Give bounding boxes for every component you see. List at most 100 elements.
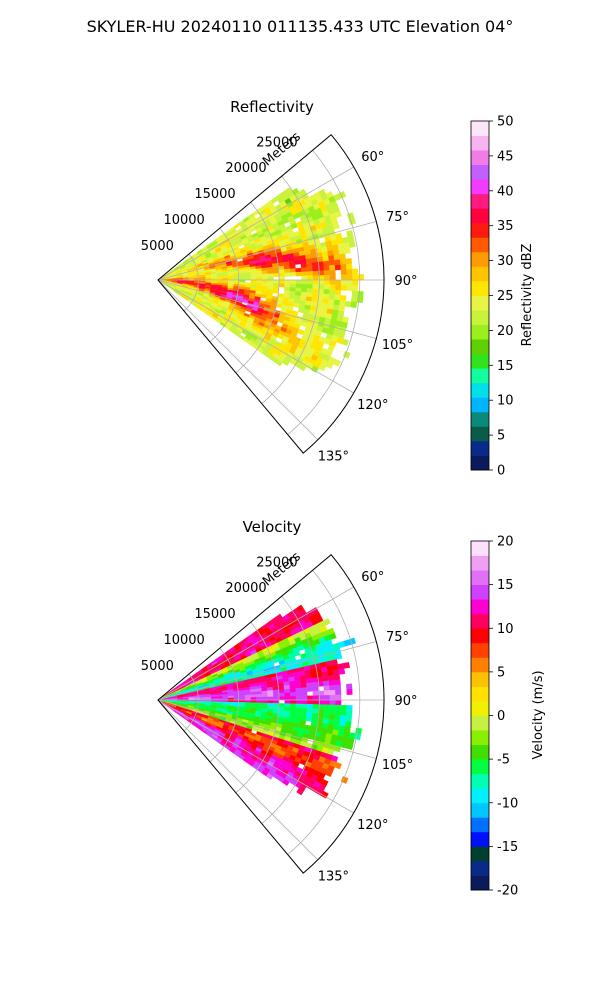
data-cell <box>333 299 341 306</box>
reflectivity-panel: Reflectivity 5000 10000 15000 20000 25000 60°… <box>141 98 418 464</box>
data-cell <box>301 283 308 289</box>
data-cell <box>323 690 331 696</box>
data-cell <box>278 283 285 288</box>
data-cell <box>328 299 335 305</box>
data-cell <box>343 662 350 669</box>
data-cell <box>312 284 319 290</box>
data-cell <box>211 696 218 699</box>
data-cell <box>290 283 297 288</box>
colorbar-swatch <box>471 686 489 702</box>
data-cell <box>278 703 285 708</box>
data-cell <box>250 702 257 706</box>
data-cell <box>272 689 280 694</box>
data-cell <box>278 276 285 281</box>
colorbar-swatch <box>471 773 489 789</box>
data-cell <box>329 289 336 296</box>
colorbar-swatch <box>471 802 489 818</box>
data-cell <box>335 699 342 706</box>
colorbar-tick-label: 10 <box>497 622 514 637</box>
data-cell <box>329 699 336 706</box>
colorbar-swatch <box>471 150 489 166</box>
data-cell <box>295 271 302 277</box>
data-cell <box>272 266 279 271</box>
colorbar-swatch <box>471 570 489 586</box>
colorbar-swatch <box>471 831 489 847</box>
data-cell <box>306 704 314 709</box>
data-cell <box>322 675 330 682</box>
velocity-colorbar-label: Velocity (m/s) <box>531 670 546 759</box>
data-cell <box>298 363 307 372</box>
grid-spoke <box>157 279 377 339</box>
colorbar-swatch <box>471 788 489 804</box>
grid-spoke <box>157 699 354 814</box>
data-cell <box>300 263 307 269</box>
data-cell <box>340 710 347 716</box>
data-cell <box>267 696 274 701</box>
data-cell <box>267 702 274 707</box>
data-cell <box>352 274 359 281</box>
data-cell <box>323 713 330 720</box>
data-cell <box>244 272 251 276</box>
data-cell <box>335 652 343 660</box>
data-cell <box>288 680 296 686</box>
data-cell <box>320 790 329 799</box>
angle-tick-label: 135° <box>318 449 349 464</box>
colorbar-swatch <box>471 353 489 369</box>
colorbar-swatch <box>471 251 489 267</box>
data-cell <box>282 778 290 787</box>
data-cell <box>334 761 342 770</box>
figure-title: SKYLER-HU 20240110 011135.433 UTC Elevat… <box>87 17 514 36</box>
colorbar-tick-label: 20 <box>497 324 514 339</box>
colorbar-tick-label: 50 <box>497 115 514 130</box>
data-cell <box>329 632 337 640</box>
data-cell <box>250 277 257 281</box>
colorbar-tick-label: -5 <box>497 753 510 768</box>
colorbar-swatch <box>471 599 489 615</box>
data-cell <box>301 271 308 277</box>
data-cell <box>273 283 280 287</box>
radial-tick-label: 15000 <box>194 187 235 202</box>
data-cell <box>267 699 274 704</box>
data-cell <box>324 695 331 701</box>
data-cell <box>273 693 280 697</box>
data-cell <box>284 283 291 288</box>
data-cell <box>211 276 218 279</box>
data-cell <box>346 688 353 695</box>
data-cell <box>307 279 314 285</box>
data-cell <box>284 706 291 712</box>
grid-ring <box>235 201 280 374</box>
colorbar-tick-label: 5 <box>497 665 505 680</box>
data-cell <box>312 695 319 701</box>
data-cell <box>329 694 336 701</box>
colorbar-swatch <box>471 759 489 775</box>
data-cell <box>250 699 257 703</box>
data-cell <box>278 269 285 274</box>
data-cell <box>301 267 308 273</box>
data-cell <box>284 286 291 292</box>
colorbar-swatch <box>471 555 489 571</box>
data-cell <box>334 210 342 219</box>
data-cell <box>333 745 342 753</box>
data-cell <box>261 693 268 698</box>
grid-ring <box>287 150 361 435</box>
data-cell <box>272 686 279 691</box>
radial-tick-label: 10000 <box>163 213 204 228</box>
grid-ring <box>235 621 280 794</box>
data-cell <box>346 274 353 281</box>
radial-tick-label: 5000 <box>141 239 174 254</box>
data-cell <box>333 719 341 726</box>
data-cell <box>295 699 302 705</box>
data-cell <box>282 358 290 367</box>
data-cell <box>301 279 308 285</box>
velocity-title: Velocity <box>243 518 302 536</box>
data-cell <box>300 711 307 717</box>
data-cell <box>267 690 274 695</box>
grid-spoke <box>157 586 354 701</box>
data-cell <box>256 279 263 284</box>
colorbar-tick-label: 0 <box>497 709 505 724</box>
data-cell <box>335 284 342 291</box>
colorbar-tick-label: 0 <box>497 464 505 479</box>
radial-tick-label: 10000 <box>163 633 204 648</box>
colorbar-swatch <box>471 310 489 325</box>
